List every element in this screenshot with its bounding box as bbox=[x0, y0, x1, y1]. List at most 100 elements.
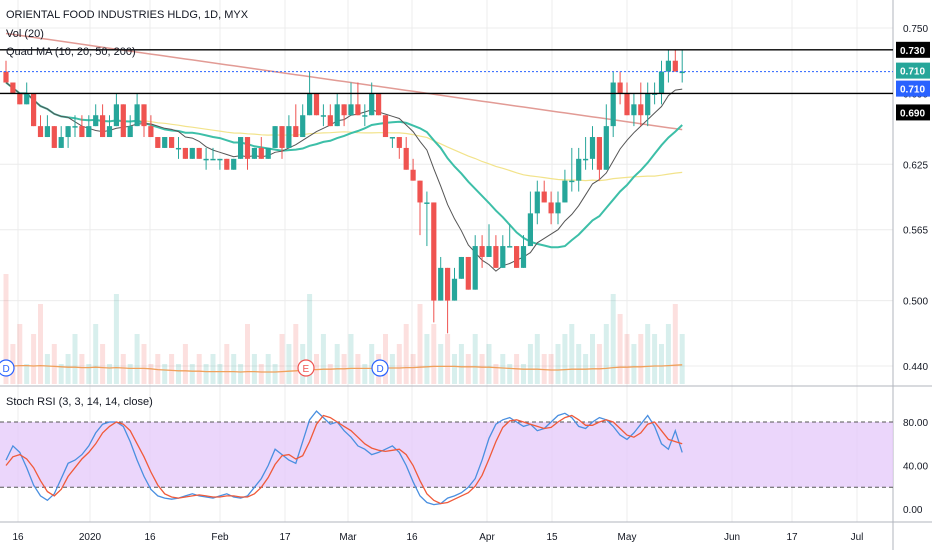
candle[interactable] bbox=[58, 126, 64, 148]
event-marker[interactable]: D bbox=[0, 359, 15, 377]
candle[interactable] bbox=[679, 49, 685, 83]
time-axis[interactable]: 16 2020 16 Feb 17 Mar 16 Apr 15 May Jun 17 Jul bbox=[12, 532, 863, 543]
candle[interactable] bbox=[417, 180, 423, 236]
candle[interactable] bbox=[155, 137, 161, 148]
horizontal-levels[interactable] bbox=[0, 49, 893, 95]
candle[interactable] bbox=[589, 126, 596, 170]
candles[interactable] bbox=[3, 49, 685, 334]
candle[interactable] bbox=[86, 115, 92, 138]
candle[interactable] bbox=[196, 147, 202, 159]
candle[interactable] bbox=[672, 49, 678, 72]
candle[interactable] bbox=[617, 71, 623, 105]
candle[interactable] bbox=[541, 180, 547, 203]
candle[interactable] bbox=[320, 104, 326, 127]
candle[interactable] bbox=[17, 93, 23, 105]
candle[interactable] bbox=[576, 147, 582, 192]
candle[interactable] bbox=[79, 115, 85, 138]
candle[interactable] bbox=[458, 256, 464, 279]
candle[interactable] bbox=[596, 137, 602, 181]
candle[interactable] bbox=[258, 137, 264, 159]
candle[interactable] bbox=[610, 71, 616, 138]
candle[interactable] bbox=[645, 82, 651, 127]
candle[interactable] bbox=[141, 104, 147, 138]
candle[interactable] bbox=[514, 246, 520, 268]
candle[interactable] bbox=[583, 137, 589, 170]
ma-legend[interactable]: Quad MA (10, 20, 50, 200) bbox=[6, 46, 136, 58]
candle[interactable] bbox=[217, 158, 223, 170]
stoch-legend[interactable]: Stoch RSI (3, 3, 14, 14, close) bbox=[6, 396, 153, 408]
candle[interactable] bbox=[507, 224, 513, 248]
candle[interactable] bbox=[603, 104, 609, 170]
candle[interactable] bbox=[355, 82, 361, 116]
candle[interactable] bbox=[438, 256, 444, 301]
candle[interactable] bbox=[106, 115, 113, 138]
candle[interactable] bbox=[100, 104, 106, 138]
candle[interactable] bbox=[37, 115, 44, 138]
event-marker[interactable]: E bbox=[297, 359, 315, 377]
candle[interactable] bbox=[638, 82, 644, 127]
candle[interactable] bbox=[445, 267, 451, 334]
candle[interactable] bbox=[238, 137, 244, 159]
candle[interactable] bbox=[382, 115, 389, 138]
candle[interactable] bbox=[134, 93, 140, 127]
candle[interactable] bbox=[341, 104, 347, 127]
candle[interactable] bbox=[658, 60, 665, 105]
candle[interactable] bbox=[293, 104, 299, 138]
candle[interactable] bbox=[486, 224, 492, 257]
candle[interactable] bbox=[555, 191, 561, 225]
candle[interactable] bbox=[410, 158, 416, 181]
candle[interactable] bbox=[569, 147, 575, 192]
candle[interactable] bbox=[31, 93, 37, 127]
stoch-axis[interactable]: 80.00 40.00 0.00 bbox=[903, 418, 928, 516]
candle[interactable] bbox=[93, 104, 99, 127]
candle[interactable] bbox=[403, 137, 409, 170]
candle[interactable] bbox=[369, 82, 375, 116]
candle[interactable] bbox=[334, 93, 340, 127]
event-marker[interactable]: D bbox=[371, 359, 389, 377]
candle[interactable] bbox=[189, 147, 195, 159]
candle[interactable] bbox=[72, 115, 78, 138]
candle[interactable] bbox=[624, 82, 630, 116]
candle[interactable] bbox=[348, 82, 354, 116]
candle[interactable] bbox=[251, 147, 257, 159]
candle[interactable] bbox=[362, 104, 368, 127]
candle[interactable] bbox=[424, 191, 430, 247]
candle[interactable] bbox=[244, 137, 251, 170]
candle[interactable] bbox=[113, 93, 119, 127]
candle[interactable] bbox=[665, 49, 671, 83]
candle[interactable] bbox=[148, 115, 154, 138]
candle[interactable] bbox=[210, 147, 216, 161]
volume-legend[interactable]: Vol (20) bbox=[6, 28, 44, 40]
candle[interactable] bbox=[51, 126, 57, 148]
candle[interactable] bbox=[548, 191, 554, 225]
candle[interactable] bbox=[534, 180, 540, 225]
candle[interactable] bbox=[272, 126, 278, 148]
candle[interactable] bbox=[527, 191, 533, 247]
candle[interactable] bbox=[10, 82, 16, 94]
candle[interactable] bbox=[313, 93, 320, 116]
candle[interactable] bbox=[231, 158, 237, 170]
candle[interactable] bbox=[224, 158, 230, 170]
candle[interactable] bbox=[479, 235, 485, 268]
candle[interactable] bbox=[127, 115, 133, 138]
candle[interactable] bbox=[300, 104, 306, 138]
candle[interactable] bbox=[120, 104, 126, 138]
candle[interactable] bbox=[389, 137, 395, 148]
candle[interactable] bbox=[265, 147, 271, 159]
candle[interactable] bbox=[431, 202, 437, 323]
candle[interactable] bbox=[500, 235, 506, 268]
candle[interactable] bbox=[44, 115, 50, 138]
candle[interactable] bbox=[562, 169, 568, 203]
candle[interactable] bbox=[203, 147, 209, 170]
candle[interactable] bbox=[162, 137, 168, 148]
candle[interactable] bbox=[451, 267, 458, 301]
candle[interactable] bbox=[65, 126, 71, 148]
candle[interactable] bbox=[169, 137, 175, 148]
candle[interactable] bbox=[376, 93, 382, 116]
candle[interactable] bbox=[286, 115, 292, 148]
candle[interactable] bbox=[182, 147, 188, 159]
candle[interactable] bbox=[493, 235, 499, 268]
candle[interactable] bbox=[175, 137, 182, 159]
